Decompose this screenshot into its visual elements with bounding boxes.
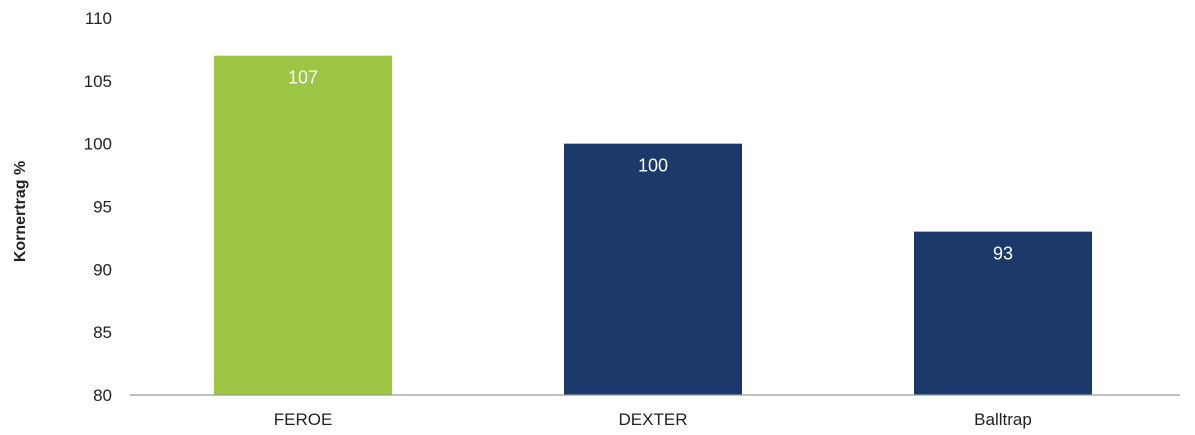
x-tick-label: Balltrap	[974, 410, 1032, 429]
bar-feroe	[214, 55, 392, 395]
bar-dexter	[564, 143, 742, 395]
x-tick-label: DEXTER	[619, 410, 688, 429]
y-tick-label: 100	[84, 135, 112, 154]
bar-balltrap	[914, 231, 1092, 395]
y-tick-label: 105	[84, 72, 112, 91]
y-tick-label: 80	[93, 386, 112, 405]
data-label-dexter: 100	[638, 156, 668, 176]
y-axis-title: Kornertrag %	[12, 161, 29, 262]
x-tick-label: FEROE	[274, 410, 333, 429]
data-labels: 107 100 93	[288, 68, 1013, 264]
y-tick-label: 110	[85, 9, 112, 28]
data-label-feroe: 107	[288, 68, 318, 88]
x-axis-labels: FEROE DEXTER Balltrap	[274, 410, 1032, 429]
y-tick-label: 90	[93, 260, 112, 279]
y-axis-ticks: 80 85 90 95 100 105 110	[84, 9, 112, 405]
y-tick-label: 85	[93, 323, 112, 342]
data-label-balltrap: 93	[993, 244, 1013, 264]
y-tick-label: 95	[93, 198, 112, 217]
bars	[214, 55, 1092, 395]
